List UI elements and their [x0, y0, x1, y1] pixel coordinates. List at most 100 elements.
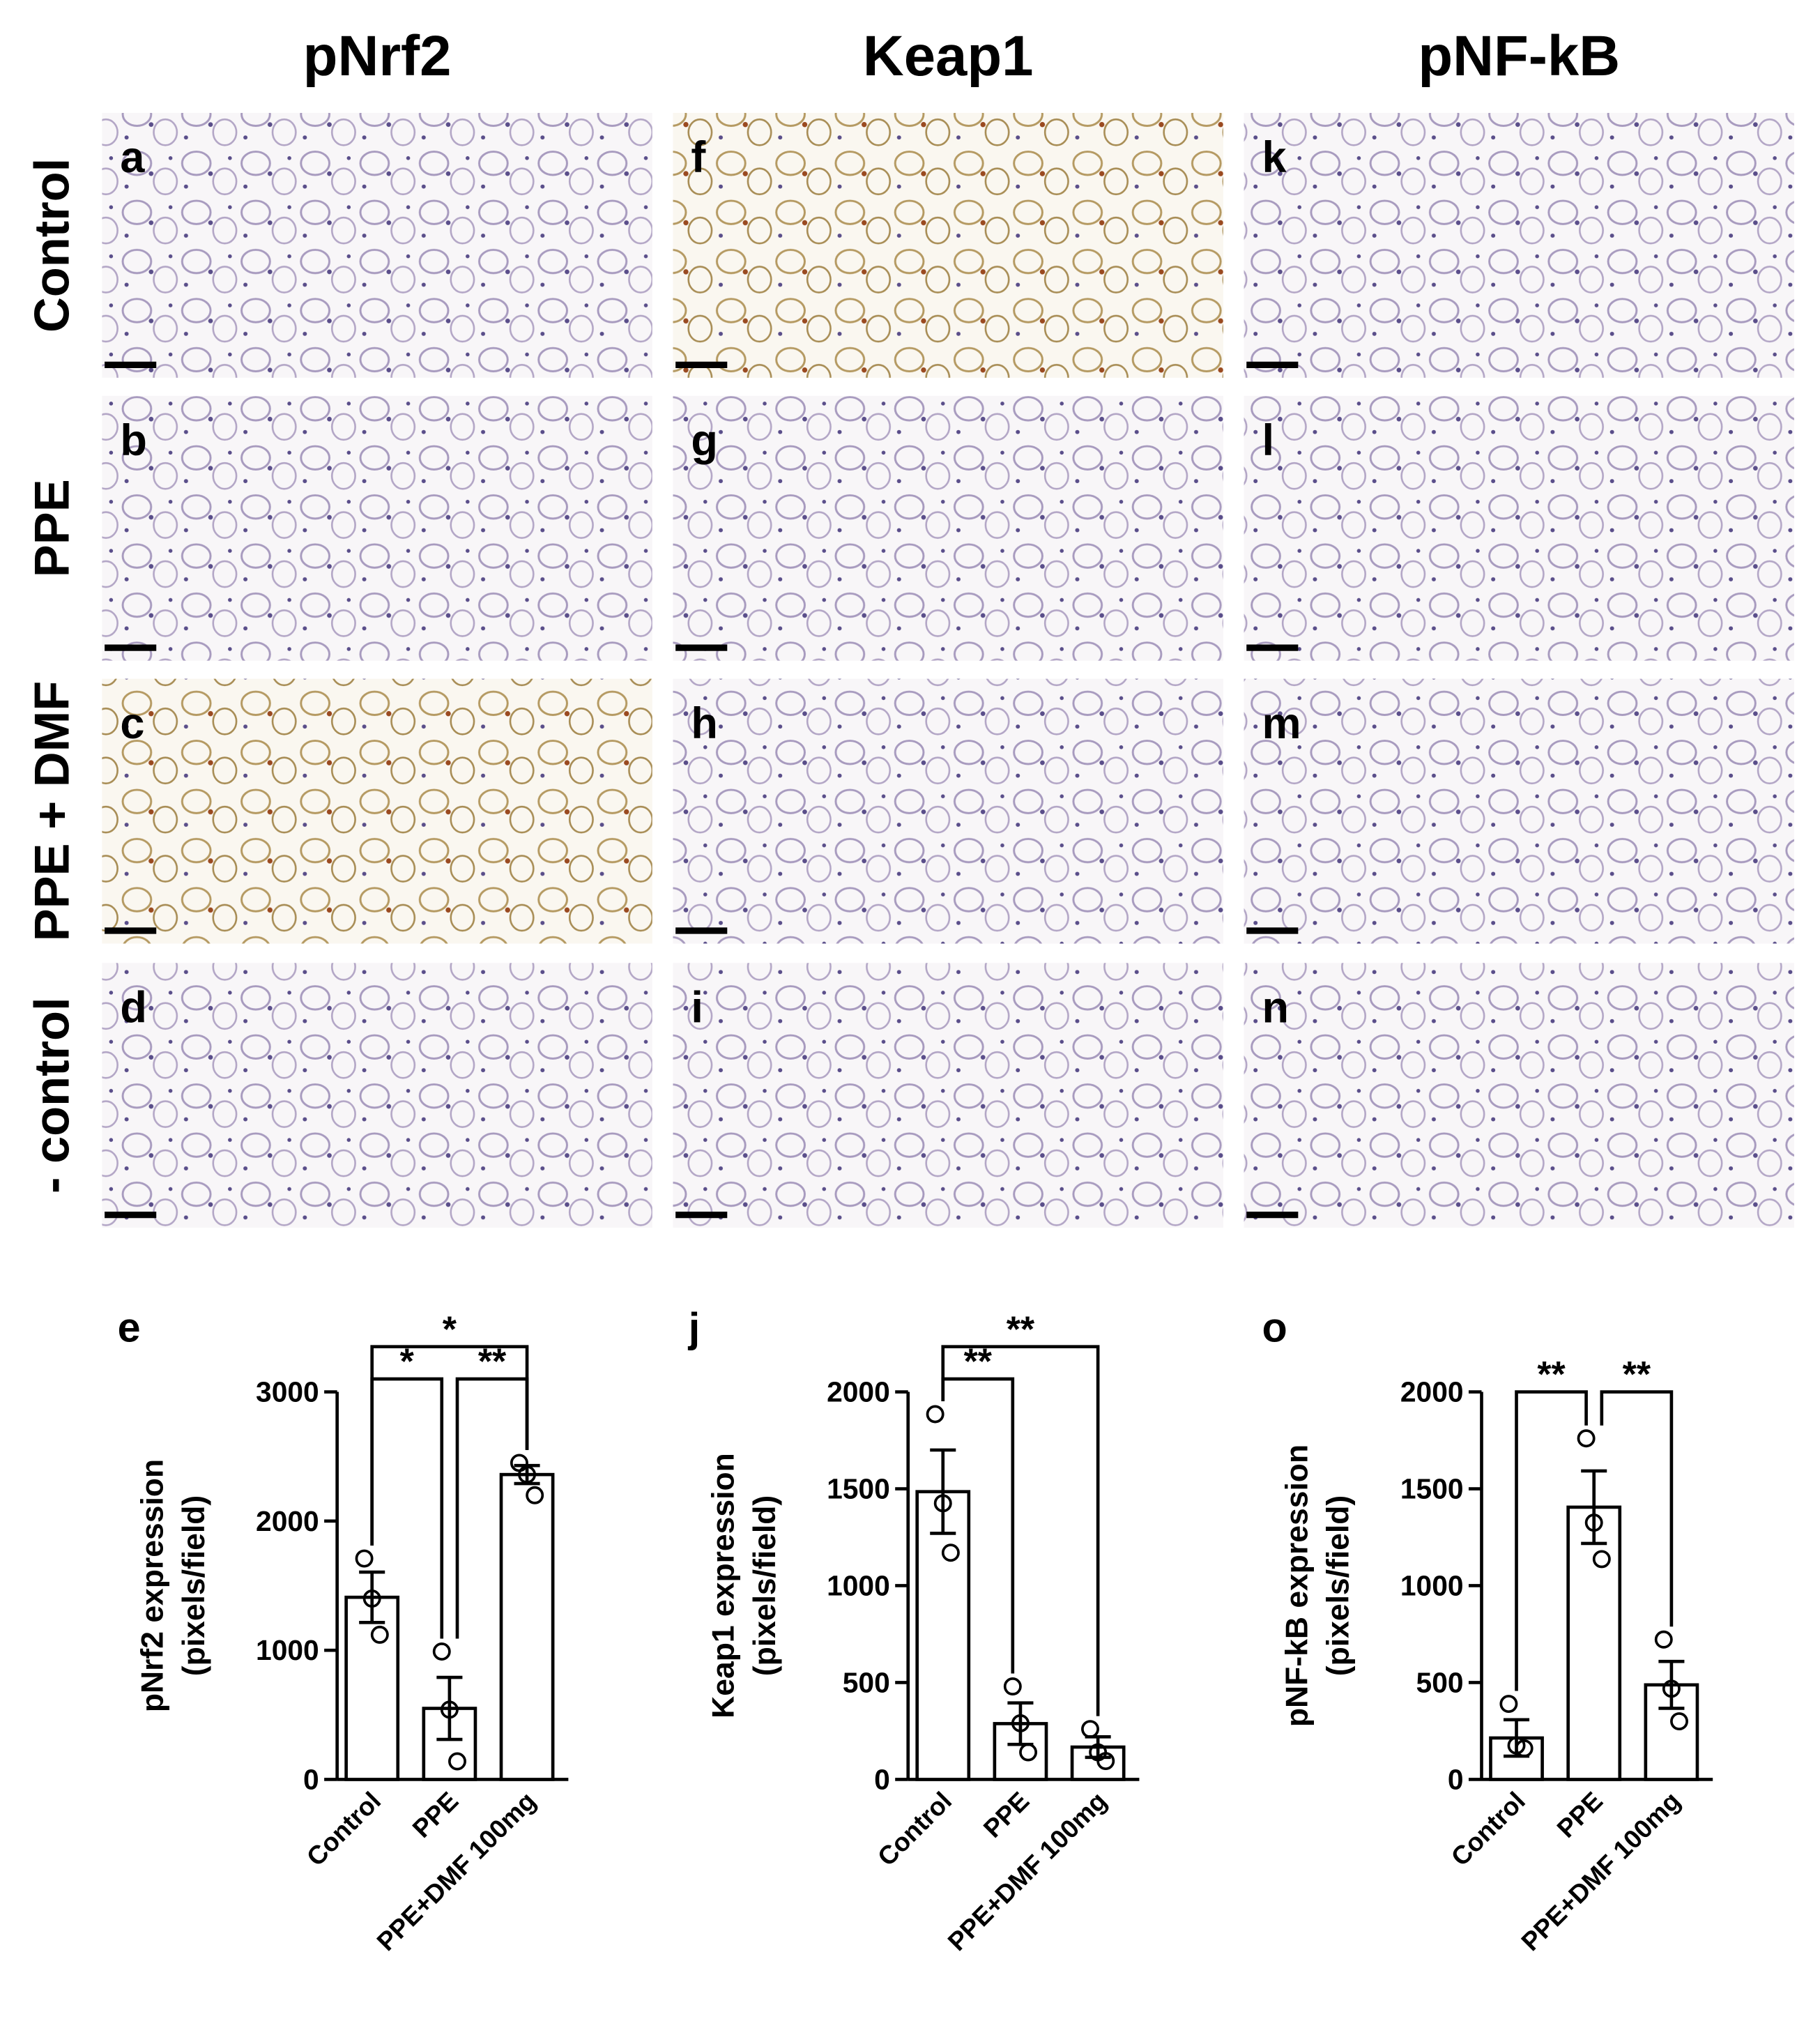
y-tick-label: 0 [1448, 1763, 1464, 1795]
data-point [1654, 1630, 1673, 1649]
y-tick-label: 0 [874, 1763, 890, 1795]
column-title: pNF-kB [1418, 24, 1620, 88]
x-tick-label: PPE [1551, 1786, 1608, 1843]
micrograph [673, 963, 1223, 1228]
significance-label: * [400, 1341, 415, 1382]
data-point [1577, 1429, 1596, 1448]
data-point [1003, 1677, 1022, 1696]
y-tick-label: 2000 [827, 1376, 890, 1408]
data-point [448, 1752, 466, 1771]
micrograph [102, 112, 652, 378]
y-axis-label: pNF-kB expression [1280, 1444, 1314, 1727]
y-tick-label: 3000 [256, 1376, 319, 1408]
y-tick-label: 2000 [1400, 1376, 1464, 1408]
significance-label: ** [1007, 1309, 1035, 1349]
data-point [1584, 1514, 1603, 1532]
row-label: PPE + DMF [24, 681, 79, 942]
panel-letter: d [120, 984, 146, 1032]
micrograph [1244, 963, 1794, 1228]
row-label: - control [24, 997, 79, 1194]
y-tick-label: 500 [843, 1666, 890, 1698]
bar [1566, 1505, 1622, 1781]
micrograph [102, 678, 652, 944]
y-axis-label: (pixels/field) [748, 1495, 782, 1676]
panel-letter: n [1262, 984, 1288, 1032]
y-tick-label: 1000 [256, 1634, 319, 1666]
data-point [1499, 1695, 1518, 1714]
micrograph [673, 395, 1223, 661]
significance-bracket [1600, 1390, 1674, 1627]
significance-label: ** [478, 1341, 507, 1382]
data-point [1096, 1752, 1115, 1771]
data-point [933, 1494, 952, 1513]
bar [499, 1472, 555, 1781]
panel-letter: i [691, 984, 703, 1032]
data-point [440, 1700, 459, 1719]
data-point [1081, 1720, 1099, 1739]
data-point [370, 1625, 389, 1644]
significance-label: ** [964, 1341, 993, 1382]
significance-label: ** [1623, 1354, 1651, 1394]
y-tick-label: 2000 [256, 1505, 319, 1537]
y-axis-label: (pixels/field) [177, 1495, 211, 1676]
panel-letter: c [120, 699, 144, 748]
data-point [432, 1642, 451, 1661]
micrograph [102, 963, 652, 1228]
data-point [1507, 1736, 1526, 1755]
column-title: pNrf2 [303, 24, 452, 88]
y-tick-label: 1500 [827, 1473, 890, 1505]
panel-letter: f [691, 133, 706, 182]
data-point [362, 1589, 381, 1608]
panel-letter: h [691, 699, 717, 748]
data-point [1662, 1679, 1681, 1698]
panel-letter: a [120, 133, 145, 182]
significance-bracket [370, 1377, 444, 1639]
data-point [526, 1486, 544, 1504]
y-tick-label: 500 [1416, 1666, 1464, 1698]
y-axis-label: (pixels/field) [1322, 1495, 1356, 1676]
bar [344, 1595, 400, 1781]
data-point [1670, 1712, 1688, 1731]
panel-letter: m [1262, 699, 1301, 748]
panel-letter: k [1262, 133, 1287, 182]
x-tick-label: PPE [406, 1786, 464, 1843]
data-point [518, 1465, 537, 1484]
micrograph [673, 112, 1223, 378]
significance-label: * [443, 1309, 457, 1349]
y-tick-label: 0 [303, 1763, 319, 1795]
panel-letter: o [1262, 1304, 1287, 1350]
micrographs: pNrf2 a b c d Keap1 f g h i pNF-kB k l m n Control PPE PP… [24, 24, 1794, 1228]
y-axis-label: pNrf2 expression [135, 1459, 169, 1712]
micrograph [1244, 678, 1794, 944]
x-tick-label: Control [300, 1786, 386, 1872]
data-point [941, 1543, 960, 1562]
data-point [1592, 1550, 1611, 1569]
panel-letter: b [120, 416, 146, 465]
data-point [1011, 1714, 1030, 1732]
data-point [926, 1405, 945, 1424]
column-title: Keap1 [863, 24, 1034, 88]
micrograph [1244, 395, 1794, 661]
y-tick-label: 1500 [1400, 1473, 1464, 1505]
significance-bracket [941, 1377, 1015, 1674]
data-point [1515, 1739, 1534, 1758]
row-label: Control [24, 158, 79, 333]
y-tick-label: 1000 [1400, 1569, 1464, 1601]
panel-letter: e [118, 1304, 141, 1350]
panel-letter: l [1262, 416, 1274, 465]
panel-letter: j [688, 1304, 700, 1350]
micrograph [102, 395, 652, 661]
row-label: PPE [24, 479, 79, 577]
significance-bracket [941, 1345, 1100, 1716]
x-tick-label: Control [1445, 1786, 1531, 1872]
data-point [1019, 1743, 1038, 1762]
significance-bracket [1515, 1390, 1588, 1691]
x-tick-label: PPE [977, 1786, 1034, 1843]
panel-letter: g [691, 416, 717, 465]
micrograph [673, 678, 1223, 944]
data-point [355, 1549, 374, 1568]
y-tick-label: 1000 [827, 1569, 890, 1601]
micrograph [1244, 112, 1794, 378]
